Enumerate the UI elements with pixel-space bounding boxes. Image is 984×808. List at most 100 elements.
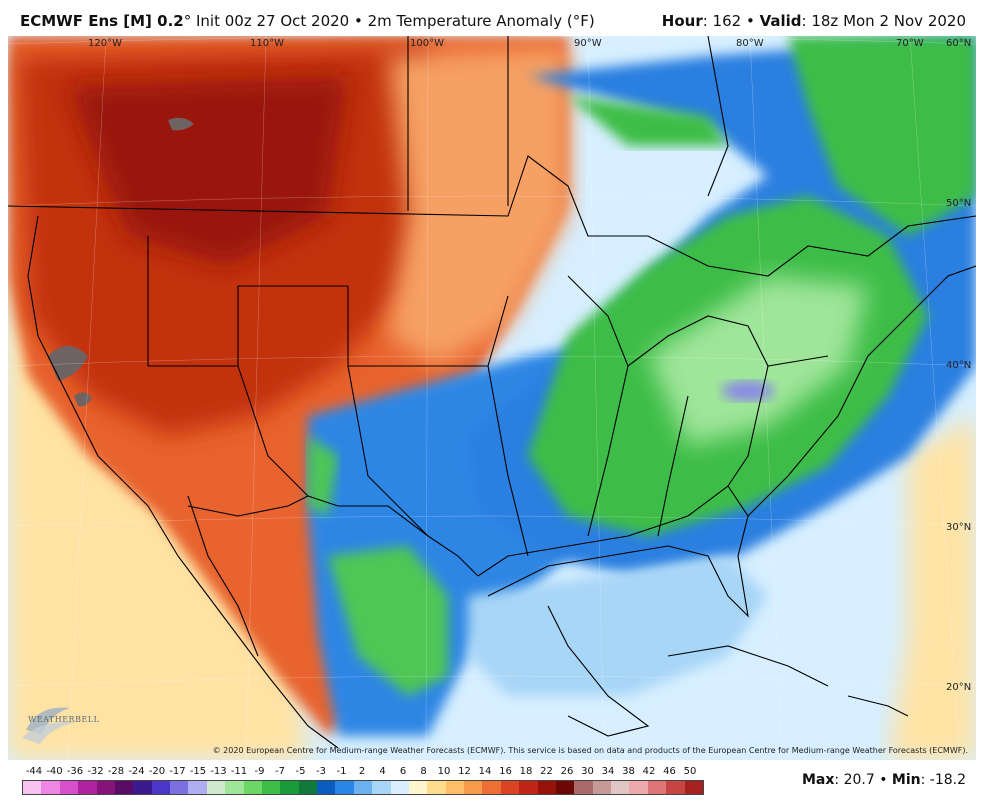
legend-tick-labels: -44 -40 -36 -32 -28 -24 -20 -17 -15 -13 -11 -9 -7 -5-… [22,766,702,778]
temperature-anomaly-map[interactable]: 120°W 110°W 100°W 90°W 80°W 70°W 60°N 50… [8,36,976,760]
legend-swatch [482,781,501,794]
legend-tick-label: -17 [169,766,186,777]
map-title: ECMWF Ens [M] 0.2° Init 00z 27 Oct 2020 … [20,12,595,30]
forecast-hour-valid: Hour: 162 • Valid: 18z Mon 2 Nov 2020 [662,12,966,30]
legend-tick-label: 50 [683,766,697,777]
legend-swatch [372,781,391,794]
legend-swatch [647,781,667,794]
min-value: : -18.2 [920,772,966,788]
legend-tick-label: -44 [25,766,43,777]
valid-value: : 18z Mon 2 Nov 2020 [801,12,966,30]
political-boundaries [8,36,976,749]
legend-swatch [611,781,630,794]
degree-symbol: ° [183,12,192,30]
legend-swatch [537,781,556,794]
longitude-label: 120°W [88,38,122,49]
legend-tick-label: 34 [601,766,615,777]
legend-tick-label: 18 [519,766,533,777]
valid-label: Valid [759,12,802,30]
atlantic-warm-anomaly [888,416,976,760]
max-label: Max [801,772,835,788]
init-description: Init 00z 27 Oct 2020 • 2m Temperature An… [191,12,595,30]
legend-tick-label: 22 [540,766,553,777]
legend-swatch [114,781,134,794]
legend-tick-label: -13 [210,766,227,777]
legend-tick-label: -36 [66,766,84,777]
legend-swatch [261,781,281,794]
legend-swatch [555,781,575,794]
extreme-anomaly-patch [48,346,88,381]
plains-warm [388,46,568,366]
max-min-stats: Max: 20.7 • Min: -18.2 [802,772,966,788]
latitude-label: 30°N [946,522,972,533]
legend-swatch [78,781,97,794]
extreme-anomaly-patch [74,392,92,407]
legend-tick-label: 8 [420,766,427,777]
legend-swatch [592,781,611,794]
legend-swatch [280,781,299,794]
legend-tick-label: 16 [499,766,512,777]
legend-tick-label: -32 [87,766,104,777]
max-value: : 20.7 • [834,772,892,788]
legend-swatch [96,781,115,794]
legend-tick-label: -20 [148,766,166,777]
legend-tick-label: 2 [358,766,366,777]
legend-swatch [445,781,464,794]
longitude-label: 80°W [736,38,764,49]
gulf-of-mexico-cool [468,556,768,696]
data-credit: © 2020 European Centre for Medium-range … [212,746,968,755]
weatherbell-logo [22,707,76,744]
longitude-label: 100°W [410,38,444,49]
canada-east-green [788,36,976,236]
legend-swatch [629,781,648,794]
new-mexico-green [308,436,338,516]
color-legend: -44 -40 -36 -32 -28 -24 -20 -17 -15 -13 -11 -9 -7 -5-… [22,766,704,800]
legend-tick-label: 4 [379,766,386,777]
hour-label: Hour [661,12,703,30]
rockies-extreme-core [68,76,348,266]
header: ECMWF Ens [M] 0.2° Init 00z 27 Oct 2020 … [0,0,984,36]
model-name: ECMWF Ens [M] 0.2 [20,12,184,30]
legend-swatch [464,781,483,794]
legend-tick-label: 10 [437,766,451,777]
legend-tick-label: -24 [128,766,145,777]
legend-tick-label: -5 [295,766,306,777]
latitude-label: 60°N [946,38,972,49]
legend-color-bar [22,780,704,795]
legend-swatch [500,781,520,794]
legend-swatch [519,781,538,794]
logo-text: WEATHERBELL [28,715,100,724]
legend-swatch [151,781,170,794]
extreme-anomaly-patch [168,117,194,131]
appalachian-light-green [648,276,868,446]
latitude-label: 20°N [946,682,972,693]
legend-swatch [427,781,446,794]
longitude-label: 70°W [896,38,924,49]
legend-tick-label: 14 [478,766,492,777]
legend-swatch [133,781,152,794]
legend-swatch [23,781,42,794]
mexico-green-anomaly [328,546,448,696]
legend-tick-label: -1 [336,766,347,777]
legend-swatch [574,781,593,794]
legend-swatch [206,781,226,794]
legend-swatch [225,781,244,794]
longitude-label: 90°W [574,38,602,49]
legend-swatch [317,781,336,794]
legend-tick-label: 6 [399,766,407,777]
legend-tick-label: -11 [230,766,248,777]
legend-swatch [684,781,703,794]
legend-swatch [335,781,354,794]
legend-swatch [353,781,373,794]
legend-swatch [41,781,60,794]
map-graphic [8,36,976,760]
legend-swatch [188,781,207,794]
legend-swatch [243,781,262,794]
legend-tick-label: 38 [622,766,635,777]
latitude-label: 50°N [946,198,972,209]
legend-swatch [298,781,317,794]
legend-tick-label: -28 [107,766,125,777]
legend-tick-label: -40 [46,766,63,777]
legend-tick-label: 12 [458,766,471,777]
legend-tick-label: -15 [189,766,207,777]
